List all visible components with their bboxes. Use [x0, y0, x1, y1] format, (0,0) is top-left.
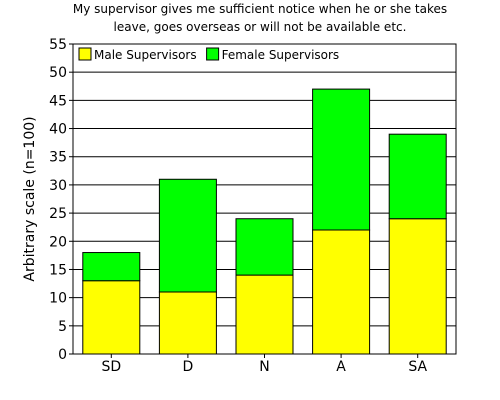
y-axis-label: Arbitrary scale (n=100): [22, 116, 38, 281]
chart-title-line-2: leave, goes overseas or will not be avai…: [113, 20, 407, 34]
legend: Male Supervisors Female Supervisors: [78, 47, 340, 62]
chart-title-line-1: My supervisor gives me sufficient notice…: [72, 2, 448, 16]
bar-segment: [235, 274, 294, 355]
x-tick-label: A: [336, 359, 346, 375]
x-tick-label: SD: [101, 359, 121, 375]
bar-segment: [82, 280, 141, 355]
y-tick-label: 35: [49, 150, 67, 166]
bar-segment: [388, 218, 447, 355]
bar-segment: [82, 252, 141, 282]
legend-swatch: [78, 47, 92, 61]
y-tick-label: 50: [49, 65, 67, 81]
y-tick-label: 20: [49, 234, 67, 250]
y-tick-label: 40: [49, 122, 67, 138]
x-tick-label: SA: [408, 359, 427, 375]
y-tick-label: 0: [58, 347, 67, 363]
bars: [82, 88, 447, 355]
legend-swatch: [206, 47, 220, 61]
y-tick-label: 25: [49, 206, 67, 222]
y-tick-label: 55: [49, 37, 67, 53]
bar-segment: [158, 178, 217, 293]
x-axis-ticks: SD D N A SA: [101, 354, 427, 375]
y-tick-label: 15: [49, 262, 67, 278]
y-tick-label: 10: [49, 291, 67, 307]
y-tick-label: 5: [58, 319, 67, 335]
bar-segment: [388, 133, 447, 220]
bar-segment: [235, 218, 294, 276]
bar-segment: [312, 229, 371, 355]
y-tick-label: 30: [49, 178, 67, 194]
x-tick-label: D: [183, 359, 194, 375]
legend-label: Female Supervisors: [222, 48, 340, 62]
chart-title: My supervisor gives me sufficient notice…: [60, 0, 460, 36]
bar-segment: [158, 291, 217, 355]
bar-segment: [312, 88, 371, 231]
x-tick-label: N: [259, 359, 269, 375]
y-axis-ticks: 0 5 10 15 20 25 30 35 40 45 50 55: [49, 37, 73, 363]
y-tick-label: 45: [49, 93, 67, 109]
legend-label: Male Supervisors: [94, 48, 197, 62]
